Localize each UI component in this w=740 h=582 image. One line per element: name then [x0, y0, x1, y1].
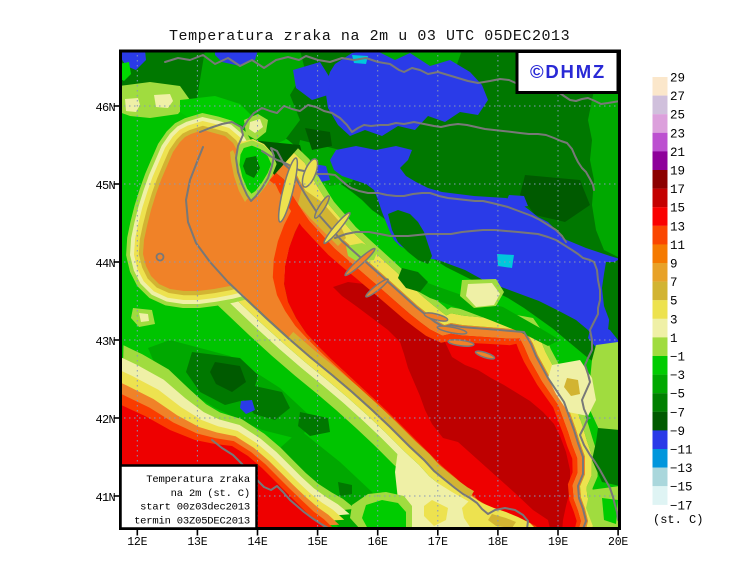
svg-text:13: 13 — [670, 220, 685, 234]
svg-text:17E: 17E — [428, 536, 448, 549]
svg-text:17: 17 — [670, 183, 685, 197]
svg-text:44N: 44N — [95, 257, 115, 271]
svg-text:(st. C): (st. C) — [653, 513, 703, 527]
svg-text:46N: 46N — [95, 101, 115, 115]
svg-text:13E: 13E — [187, 536, 207, 549]
svg-text:5: 5 — [670, 295, 678, 309]
svg-text:start 00z03dec2013: start 00z03dec2013 — [140, 502, 250, 514]
svg-text:9: 9 — [670, 258, 678, 272]
svg-text:41N: 41N — [95, 491, 115, 505]
svg-text:−15: −15 — [670, 481, 693, 495]
svg-text:−11: −11 — [670, 444, 693, 458]
svg-text:16E: 16E — [368, 536, 388, 549]
svg-text:19E: 19E — [548, 536, 568, 549]
svg-text:termin 03Z05DEC2013: termin 03Z05DEC2013 — [134, 515, 250, 527]
svg-text:3: 3 — [670, 313, 678, 327]
svg-text:42N: 42N — [95, 413, 115, 427]
svg-text:25: 25 — [670, 109, 685, 123]
svg-text:15: 15 — [670, 202, 685, 216]
svg-text:11: 11 — [670, 239, 685, 253]
svg-text:Temperatura zraka na 2m u 03 U: Temperatura zraka na 2m u 03 UTC 05DEC20… — [169, 28, 570, 45]
svg-text:na 2m (st. C): na 2m (st. C) — [171, 488, 250, 500]
svg-text:©DHMZ: ©DHMZ — [530, 61, 606, 82]
svg-text:21: 21 — [670, 146, 685, 160]
svg-text:15E: 15E — [308, 536, 328, 549]
svg-text:Temperatura zraka: Temperatura zraka — [146, 474, 250, 486]
svg-text:−5: −5 — [670, 388, 685, 402]
svg-text:7: 7 — [670, 276, 678, 290]
svg-text:−1: −1 — [670, 351, 685, 365]
svg-text:29: 29 — [670, 72, 685, 86]
svg-text:−13: −13 — [670, 462, 693, 476]
svg-text:−3: −3 — [670, 369, 685, 383]
svg-text:27: 27 — [670, 90, 685, 104]
svg-text:14E: 14E — [247, 536, 267, 549]
svg-text:45N: 45N — [95, 179, 115, 193]
svg-text:−7: −7 — [670, 406, 685, 420]
svg-text:43N: 43N — [95, 335, 115, 349]
svg-text:12E: 12E — [127, 536, 147, 549]
svg-text:20E: 20E — [608, 536, 628, 549]
svg-text:19: 19 — [670, 165, 685, 179]
svg-text:1: 1 — [670, 332, 678, 346]
svg-text:−17: −17 — [670, 499, 693, 513]
svg-text:−9: −9 — [670, 425, 685, 439]
svg-text:23: 23 — [670, 127, 685, 141]
svg-text:18E: 18E — [488, 536, 508, 549]
